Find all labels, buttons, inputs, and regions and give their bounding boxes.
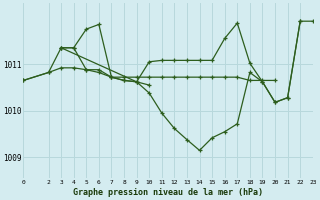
X-axis label: Graphe pression niveau de la mer (hPa): Graphe pression niveau de la mer (hPa) <box>73 188 263 197</box>
